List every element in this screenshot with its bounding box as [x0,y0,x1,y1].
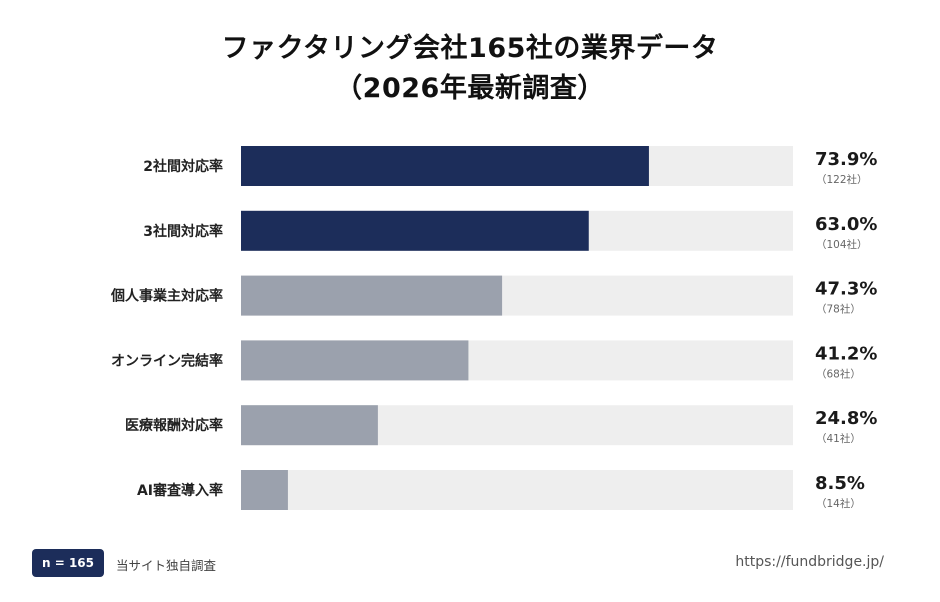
bar-track [241,470,793,510]
bar [241,340,469,381]
chart-title: ファクタリング会社165社の業界データ [221,33,719,64]
value-label: 24.8% [815,408,877,429]
value-label: 73.9% [815,149,877,170]
chart-subtitle: （2026年最新調査） [335,73,605,104]
bar [241,275,503,316]
sample-size-badge: n = 165 [32,549,104,577]
count-label: （78社） [816,303,861,316]
category-label: 3社間対応率 [143,223,223,240]
source-note: 当サイト独自調査 [116,558,217,573]
category-label: オンライン完結率 [111,352,223,369]
value-label: 41.2% [815,343,877,364]
count-label: （41社） [816,432,861,445]
count-label: （104社） [816,238,868,251]
category-label: AI審査導入率 [137,482,223,499]
value-label: 47.3% [815,279,877,300]
category-label: 2社間対応率 [143,158,223,175]
bar [241,405,378,446]
source-url: https://fundbridge.jp/ [735,554,884,570]
count-label: （68社） [816,367,861,380]
category-label: 医療報酬対応率 [125,417,223,434]
category-label: 個人事業主対応率 [110,288,223,305]
value-label: 63.0% [815,214,877,235]
value-label: 8.5% [815,473,865,494]
count-label: （14社） [816,497,861,510]
count-label: （122社） [816,173,868,186]
bar [241,146,649,186]
bar [241,210,589,251]
bar [241,470,288,510]
